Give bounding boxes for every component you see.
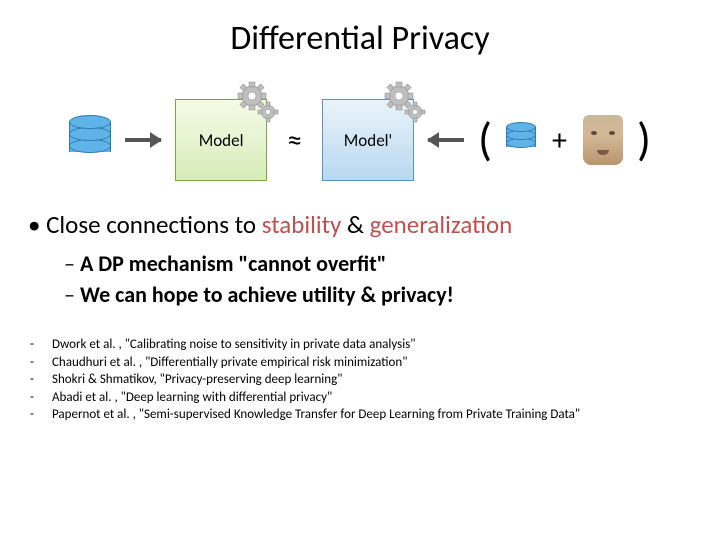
database-icon: [69, 115, 111, 165]
bullet-amp: &: [341, 209, 369, 240]
ref-text: Papernot et al. , "Semi-supervised Knowl…: [52, 406, 580, 424]
plus-symbol: +: [550, 122, 569, 159]
stability-word: stability: [262, 209, 342, 240]
ref-text: Shokri & Shmatikov, "Privacy-preserving …: [52, 371, 342, 389]
ref-line: -Papernot et al. , "Semi-supervised Know…: [30, 406, 700, 424]
database-small-icon: [506, 122, 536, 158]
ref-line: -Chaudhuri et al. , "Differentially priv…: [30, 354, 700, 372]
model-box-right: Model': [322, 99, 414, 181]
model-left-label: Model: [199, 130, 244, 151]
ref-line: -Dwork et al. , "Calibrating noise to se…: [30, 336, 700, 354]
sub-bullet: A DP mechanism "cannot overfit": [64, 250, 692, 277]
approx-symbol: ≈: [281, 122, 308, 159]
bullet-section: • Close connections to stability & gener…: [0, 181, 720, 308]
model-box-left: Model: [175, 99, 267, 181]
gears-icon: [383, 80, 429, 126]
ref-text: Abadi et al. , "Deep learning with diffe…: [52, 389, 332, 407]
person-photo-icon: [583, 115, 623, 165]
diagram-row: Model ≈ Model': [0, 99, 720, 181]
arrow-right-icon: [125, 134, 161, 146]
generalization-word: generalization: [370, 209, 513, 240]
model-right-label: Model': [344, 130, 393, 151]
sub-bullet: We can hope to achieve utility & privacy…: [64, 281, 692, 308]
arrow-left-icon: [428, 134, 464, 146]
ref-line: -Abadi et al. , "Deep learning with diff…: [30, 389, 700, 407]
paren-open: (: [478, 112, 492, 168]
ref-text: Dwork et al. , "Calibrating noise to sen…: [52, 336, 416, 354]
paren-close: ): [637, 112, 651, 168]
ref-line: -Shokri & Shmatikov, "Privacy-preserving…: [30, 371, 700, 389]
sub-bullets: A DP mechanism "cannot overfit" We can h…: [28, 250, 692, 308]
references: -Dwork et al. , "Calibrating noise to se…: [0, 312, 720, 424]
bullet-prefix: • Close connections to: [28, 209, 262, 240]
ref-text: Chaudhuri et al. , "Differentially priva…: [52, 354, 407, 372]
gears-icon: [236, 80, 282, 126]
bullet-main: • Close connections to stability & gener…: [28, 209, 692, 240]
slide-title: Differential Privacy: [0, 0, 720, 59]
